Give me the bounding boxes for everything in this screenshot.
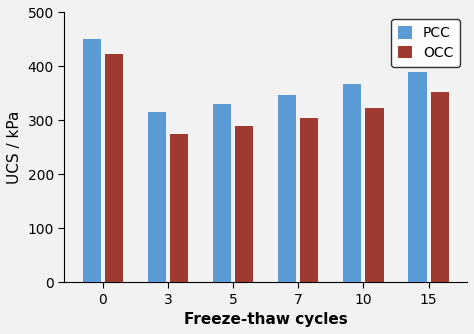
Bar: [365, 109, 383, 282]
Bar: [213, 104, 231, 282]
Bar: [148, 112, 166, 282]
Bar: [235, 126, 253, 282]
Bar: [409, 72, 427, 282]
Bar: [170, 134, 188, 282]
Legend: PCC, OCC: PCC, OCC: [391, 19, 460, 67]
Bar: [82, 39, 101, 282]
Bar: [105, 54, 123, 282]
Y-axis label: UCS / kPa: UCS / kPa: [7, 111, 22, 184]
Bar: [278, 95, 296, 282]
Bar: [343, 84, 362, 282]
X-axis label: Freeze-thaw cycles: Freeze-thaw cycles: [184, 312, 347, 327]
Bar: [430, 92, 449, 282]
Bar: [300, 118, 319, 282]
